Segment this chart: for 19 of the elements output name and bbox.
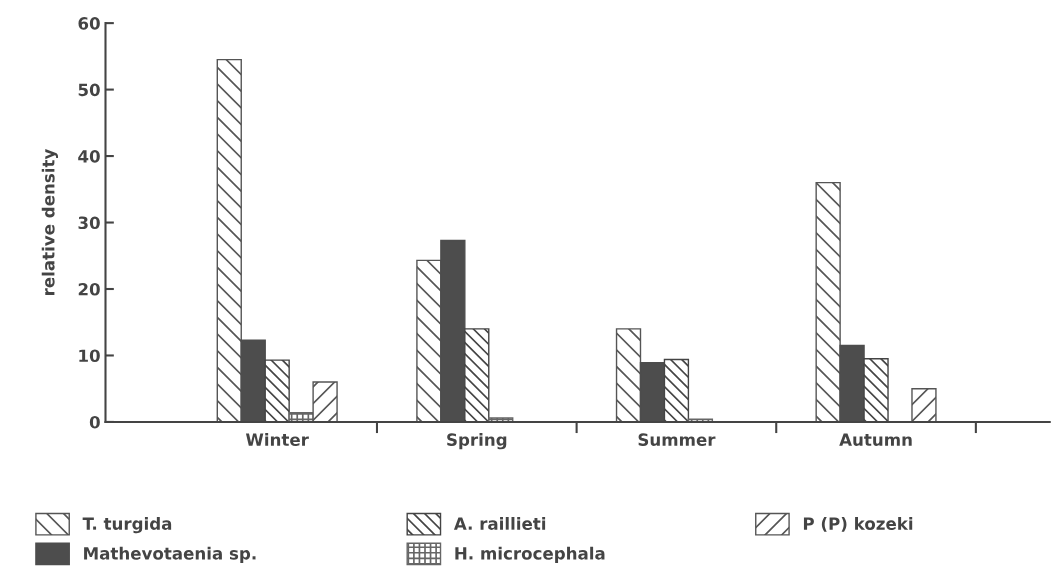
y-tick-label: 0: [89, 415, 100, 429]
legend-label: A. raillieti: [453, 517, 546, 530]
x-tick-label: Summer: [638, 433, 716, 446]
y-tick-label: 30: [78, 216, 100, 230]
y-tick-label: 40: [78, 150, 100, 163]
x-tick-label: Autumn: [839, 433, 912, 446]
bar: [911, 388, 937, 422]
x-tick-label: Spring: [447, 433, 507, 450]
legend-label: Mathevotaenia sp.: [84, 546, 256, 563]
y-tick-label: 10: [79, 349, 100, 363]
y-tick-label: 60: [78, 17, 100, 30]
y-tick-label: 20: [78, 282, 100, 296]
legend-label: T. turgida: [82, 517, 172, 534]
legend-label: H. microcephala: [455, 546, 605, 563]
y-axis-title: relative density: [41, 148, 58, 295]
legend-label: P (P) kozeki: [803, 517, 913, 532]
x-tick-label: Winter: [245, 433, 309, 446]
bar: [312, 381, 338, 422]
y-tick-label: 50: [78, 83, 100, 97]
